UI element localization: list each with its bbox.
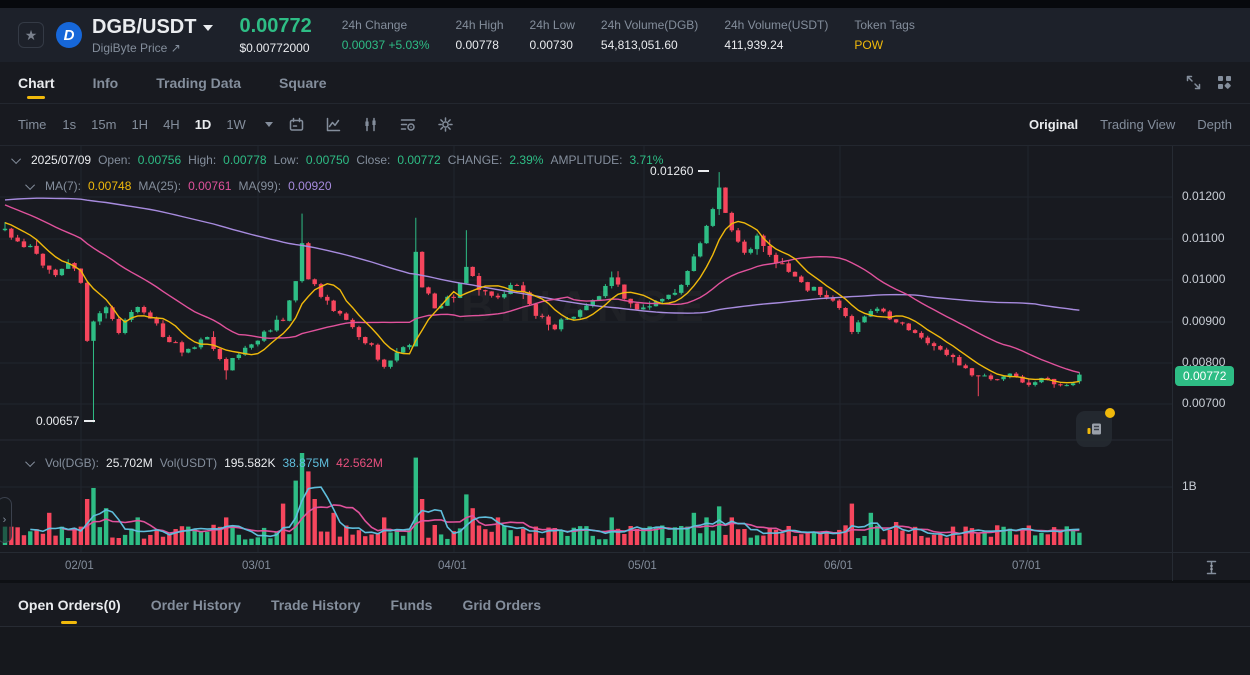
ma7-value: 0.00748	[88, 179, 132, 193]
stat-24h-volume-base: 24h Volume(DGB) 54,813,051.60	[600, 18, 699, 52]
stat-24h-volume-quote: 24h Volume(USDT) 411,939.24	[724, 18, 829, 52]
vol-ma-slow-value: 42.562M	[336, 456, 383, 470]
order-overlay-icon[interactable]	[400, 117, 416, 132]
stat-24h-change: 24h Change 0.00037 +5.03%	[341, 18, 430, 52]
stat-24h-high: 24h High 0.00778	[455, 18, 504, 52]
ma99-value: 0.00920	[288, 179, 332, 193]
ma25-value: 0.00761	[188, 179, 232, 193]
interval-4h[interactable]: 4H	[163, 117, 180, 132]
ticker-stats: 24h Change 0.00037 +5.03% 24h High 0.007…	[342, 18, 915, 52]
vol-ma-fast-value: 38.875M	[282, 456, 330, 470]
tab-square[interactable]: Square	[279, 74, 327, 91]
vol-quote-value: 195.582K	[224, 456, 276, 470]
view-trading-view[interactable]: Trading View	[1100, 117, 1176, 132]
top-strip	[0, 0, 1250, 8]
ma-info-row: MA(7): 0.00748 MA(25): 0.00761 MA(99): 0.00…	[25, 179, 332, 193]
ohlc-open: 0.00756	[137, 153, 182, 167]
ohlc-amplitude: 3.71%	[629, 153, 664, 167]
chart-style-icon[interactable]	[326, 117, 341, 132]
ohlc-low: 0.00750	[305, 153, 350, 167]
time-tick: 05/01	[628, 560, 657, 572]
interval-1h[interactable]: 1H	[131, 117, 149, 132]
stat-token-tags: Token Tags POW	[854, 18, 915, 52]
view-depth[interactable]: Depth	[1197, 117, 1232, 132]
last-price: 0.00772	[239, 15, 312, 37]
time-tick: 04/01	[438, 560, 467, 572]
tab-info[interactable]: Info	[92, 74, 119, 91]
tab-open-orders[interactable]: Open Orders(0)	[18, 583, 121, 626]
tab-funds[interactable]: Funds	[390, 596, 433, 613]
date-range-icon[interactable]	[289, 117, 304, 132]
chevron-down-icon	[203, 24, 214, 31]
vol-base-value: 25.702M	[106, 456, 153, 470]
price-tick: 0.00900	[1182, 314, 1226, 328]
binance-watermark: BINANCE	[336, 282, 836, 332]
low-price-annotation: 0.00657	[36, 414, 96, 428]
favorite-star-button[interactable]: ★	[18, 22, 44, 48]
token-tag-pow[interactable]: POW	[854, 38, 884, 52]
indicators-icon[interactable]	[363, 117, 378, 132]
high-price-annotation: 0.01260	[650, 164, 710, 178]
layout-grid-icon[interactable]	[1217, 75, 1232, 90]
current-price-badge: 0.00772	[1175, 366, 1235, 386]
coin-price-link[interactable]: DigiByte Price ↗	[92, 40, 181, 55]
time-label: Time	[18, 117, 47, 132]
interval-1d[interactable]: 1D	[194, 117, 212, 132]
chart-toolbar: Time 1s 15m 1H 4H 1D 1W Original Trading…	[0, 104, 1250, 146]
star-icon: ★	[24, 26, 38, 43]
ohlc-info-row: 2025/07/09 Open: 0.00756 High: 0.00778 Low…	[11, 153, 664, 167]
chart-settings-gear-icon[interactable]	[438, 117, 453, 132]
digibyte-logo: D	[56, 22, 82, 48]
panel-expand-handle[interactable]: ›	[0, 497, 12, 543]
time-tick: 03/01	[242, 560, 271, 572]
volume-info-row: Vol(DGB): 25.702M Vol(USDT) 195.582K 38.87…	[25, 456, 383, 470]
price-tick: 0.00800	[1182, 355, 1226, 369]
tab-trading-data[interactable]: Trading Data	[156, 74, 242, 91]
interval-dropdown-icon[interactable]	[264, 122, 273, 127]
fiat-price: $0.00772000	[239, 41, 310, 55]
price-tick: 0.00700	[1182, 396, 1226, 410]
symbol-name: DGB/USDT	[92, 15, 197, 38]
view-original[interactable]: Original	[1029, 117, 1079, 132]
price-tick: 0.01200	[1182, 189, 1226, 203]
tab-grid-orders[interactable]: Grid Orders	[462, 596, 542, 613]
orders-content-area	[0, 627, 1250, 675]
tab-order-history[interactable]: Order History	[150, 596, 241, 613]
interval-15m[interactable]: 15m	[91, 117, 117, 132]
chart-canvas[interactable]	[0, 146, 1172, 552]
symbol-header: ★ D DGB/USDT DigiByte Price ↗ 0.00772 $0…	[0, 8, 1250, 62]
tab-chart[interactable]: Chart	[18, 62, 55, 103]
main-tabs-row: Chart Info Trading Data Square	[0, 62, 1250, 104]
fullscreen-expand-icon[interactable]	[1186, 75, 1201, 90]
interval-1w[interactable]: 1W	[226, 117, 246, 132]
price-axis[interactable]: 0.00772 0.01200 0.01100 0.01000 0.00900 0.00…	[1172, 146, 1250, 552]
chevron-right-icon: ›	[2, 514, 7, 526]
tab-trade-history[interactable]: Trade History	[270, 596, 361, 613]
time-tick: 06/01	[824, 560, 853, 572]
time-tick: 02/01	[65, 560, 94, 572]
stat-24h-low: 24h Low 0.00730	[529, 18, 575, 52]
volume-tick: 1B	[1182, 479, 1197, 493]
ohlc-high: 0.00778	[223, 153, 267, 167]
ohlc-close: 0.00772	[397, 153, 441, 167]
notification-dot	[1105, 408, 1115, 418]
orders-tabs-row: Open Orders(0) Order History Trade Histo…	[0, 583, 1250, 627]
time-axis[interactable]: 02/01 03/01 04/01 05/01 06/01 07/01	[0, 552, 1250, 581]
interval-1s[interactable]: 1s	[62, 117, 77, 132]
candlestick-chart[interactable]: BINANCE 2025/07/09 Open:0.00756 High:0.0…	[0, 146, 1250, 581]
orders-panel: Open Orders(0) Order History Trade Histo…	[0, 580, 1250, 675]
ohlc-date: 2025/07/09	[31, 153, 92, 167]
symbol-selector[interactable]: DGB/USDT	[92, 15, 214, 38]
time-tick: 07/01	[1012, 560, 1041, 572]
price-tick: 0.01000	[1182, 272, 1226, 286]
ohlc-change: 2.39%	[509, 153, 544, 167]
chart-news-marker-button[interactable]	[1076, 408, 1115, 447]
price-tick: 0.01100	[1182, 231, 1225, 245]
axis-scale-icon[interactable]	[1172, 553, 1250, 581]
